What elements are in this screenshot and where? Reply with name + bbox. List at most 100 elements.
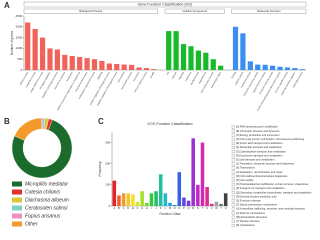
legend-box: [231, 182, 235, 186]
x-tick-label: structural molecule activity: [259, 71, 275, 95]
legend-label: [Q] Secondary metabolites biosynthesis, …: [236, 190, 311, 194]
y-tick-label: 1000: [16, 46, 23, 50]
legend-label: Ceratosolen solmsi: [25, 205, 68, 211]
legend-label: [N] Cell motility: [236, 178, 254, 182]
legend-box: [231, 203, 235, 207]
legend-box: [231, 223, 235, 227]
x-tick-label: signal transducer activity: [252, 71, 267, 94]
legend-label: [D] Cell cycle control, cell division, c…: [236, 137, 305, 141]
bar: [210, 59, 216, 70]
x-tick-label: P: [183, 206, 185, 210]
x-tick-label: V: [211, 206, 213, 210]
legend-label: [Y] Nuclear structure: [236, 219, 260, 223]
legend-swatch: [12, 205, 22, 211]
legend-label: [G] Carbohydrate transport and metabolis…: [236, 149, 286, 153]
bar: [77, 57, 83, 70]
bar: [121, 64, 127, 70]
legend-label: [A] RNA processing and modification: [236, 125, 279, 129]
legend-label: [M] Cell wall/membrane/envelope biogenes…: [236, 174, 288, 178]
x-tick-label: Q: [187, 206, 190, 210]
bar: [112, 180, 117, 206]
x-tick-label: membrane part: [190, 71, 200, 86]
bar: [262, 64, 268, 70]
x-axis-title: Function Class: [159, 212, 180, 216]
x-tick-label: binding: [232, 71, 238, 79]
legend-box: [231, 170, 235, 174]
y-tick-label: 0: [109, 204, 111, 208]
x-tick-label: M: [169, 206, 172, 210]
x-tick-label: W: [215, 206, 218, 210]
bar: [223, 193, 228, 206]
bar: [177, 172, 182, 206]
group-name: Biological Process: [79, 9, 102, 13]
bar: [186, 200, 191, 206]
legend-swatch: [12, 189, 22, 195]
bar: [247, 61, 253, 70]
x-tick-label: catalytic activity: [234, 71, 245, 86]
legend-box: [231, 154, 235, 158]
legend-box: [231, 195, 235, 199]
bar: [200, 142, 205, 206]
bar: [284, 67, 291, 70]
bar: [255, 64, 261, 70]
legend-label: [E] Amino acid transport and metabolism: [236, 141, 283, 145]
legend-box: [231, 187, 235, 190]
legend-swatch: [12, 221, 22, 227]
bar: [121, 193, 126, 206]
x-tick-label: I: [151, 206, 152, 210]
legend-label: [J] Translation, ribosomal structure and…: [236, 162, 295, 166]
bar: [126, 193, 131, 206]
legend-box: [231, 162, 235, 166]
bar: [135, 201, 140, 206]
x-tick-label: Z: [225, 206, 227, 210]
y-tick-label: 100: [105, 183, 110, 187]
x-tick-label: R: [192, 206, 194, 210]
legend-label: [O] Posttranslational modification, prot…: [236, 182, 309, 186]
legend-label: [L] Replication, recombination and repai…: [236, 170, 283, 174]
legend-box: [231, 146, 235, 149]
panel-letter: A: [4, 1, 10, 10]
bar: [270, 65, 276, 70]
bar: [195, 50, 201, 70]
legend-label: [F] Nucleotide transport and metabolism: [236, 145, 282, 149]
x-tick-label: growth: [149, 71, 155, 79]
legend-label: [S] Function unknown: [236, 198, 262, 202]
x-tick-label: F: [137, 206, 139, 210]
pie-slice: [14, 117, 42, 141]
y-tick-label: 500: [17, 57, 22, 61]
y-tick-label: 300: [105, 140, 110, 144]
bar: [106, 63, 112, 70]
legend-swatch: [12, 197, 22, 203]
legend-label: [V] Defense mechanisms: [236, 211, 266, 215]
bar: [145, 202, 149, 206]
x-tick-label: U: [206, 206, 208, 210]
bar: [84, 58, 90, 70]
x-tick-label: D: [127, 206, 129, 210]
legend-label: [W] Extracellular structures: [236, 215, 268, 219]
x-tick-label: developmental process: [75, 71, 89, 93]
x-tick-label: B: [118, 206, 120, 210]
bar: [203, 52, 209, 70]
x-tick-label: C: [123, 206, 125, 210]
x-tick-label: single-organism process: [29, 71, 44, 94]
bar: [166, 31, 172, 70]
bar: [292, 68, 298, 70]
legend-box: [231, 166, 235, 170]
x-tick-label: enzyme regulator activity: [274, 71, 289, 94]
pie-slice: [11, 119, 73, 179]
bar: [129, 64, 135, 70]
legend-box: [231, 174, 235, 178]
panel-letter: C: [98, 117, 104, 126]
bar: [91, 59, 98, 70]
x-tick-label: A: [113, 206, 115, 210]
x-tick-label: K: [160, 206, 162, 210]
x-tick-label: O: [178, 206, 181, 210]
x-tick-label: macromolecular complex: [200, 71, 215, 94]
bar: [136, 67, 142, 70]
bar: [182, 197, 186, 206]
bar: [218, 65, 224, 70]
bar: [114, 63, 120, 70]
bar: [209, 203, 214, 206]
legend-box: [231, 158, 235, 162]
